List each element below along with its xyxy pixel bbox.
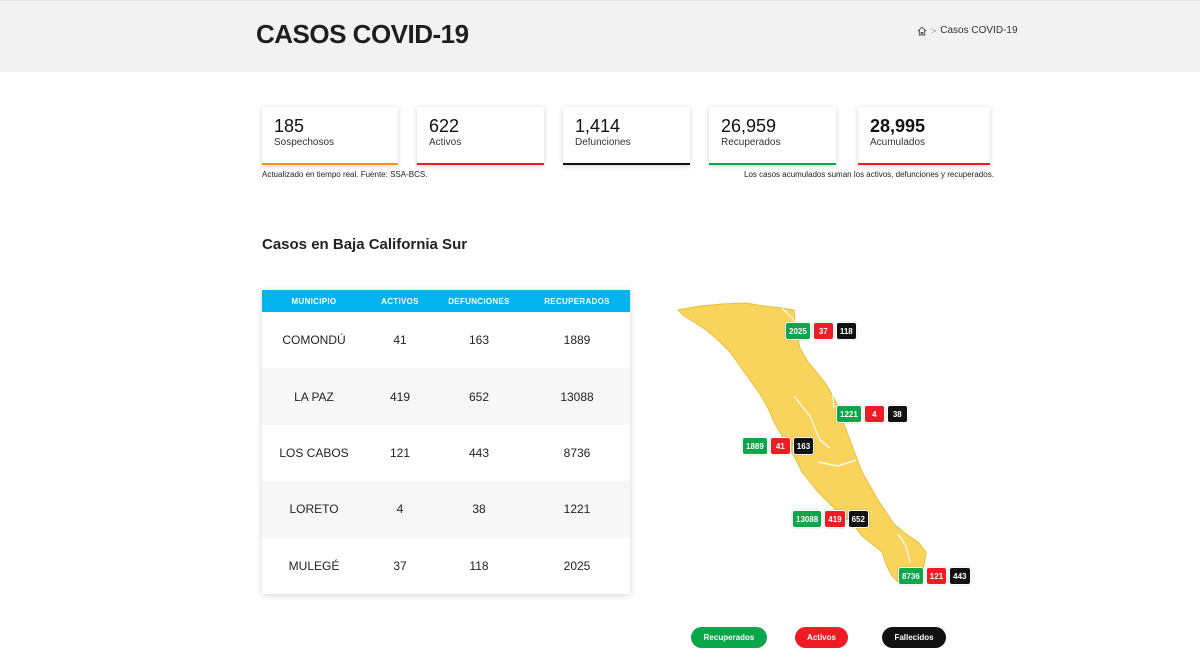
legend-recuperados: Recuperados (691, 627, 767, 648)
cell-municipio: LOS CABOS (279, 445, 349, 460)
table-row: COMONDÚ 41 163 1889 (262, 312, 630, 368)
badge-mulege: 2025 37 118 (785, 322, 857, 340)
activos-chip: 4 (863, 405, 885, 423)
fallecidos-chip: 652 (847, 510, 869, 528)
cell-defunciones: 38 (434, 481, 524, 538)
cell-recuperados: 2025 (563, 558, 591, 573)
stat-label: Recuperados (721, 137, 781, 148)
recuperados-chip: 2025 (785, 322, 811, 340)
fallecidos-chip: 118 (835, 322, 857, 340)
cell-activos: 4 (366, 481, 434, 538)
cell-defunciones: 652 (434, 368, 524, 425)
column-header-recuperados: RECUPERADOS (524, 290, 630, 312)
breadcrumb-separator: > (931, 25, 937, 36)
cell-activos: 37 (393, 558, 407, 573)
accumulated-note: Los casos acumulados suman los activos, … (744, 170, 994, 179)
stat-value: 622 (429, 116, 460, 136)
home-icon[interactable] (917, 26, 927, 36)
stat-label: Activos (429, 137, 462, 148)
column-header-defunciones: DEFUNCIONES (434, 290, 524, 312)
cell-activos: 41 (393, 333, 407, 348)
table-header-row: MUNICIPIO ACTIVOS DEFUNCIONES RECUPERADO… (262, 290, 630, 312)
cell-defunciones: 163 (468, 333, 490, 348)
municipal-border (781, 307, 821, 373)
source-note: Actualizado en tiempo real. Fuente: SSA-… (262, 170, 428, 179)
page-header: CASOS COVID-19 > Casos COVID-19 (0, 0, 1200, 72)
stat-value: 185 (274, 116, 305, 136)
cell-municipio: COMONDÚ (282, 333, 346, 348)
badge-loreto: 1221 4 38 (836, 405, 908, 423)
stat-label: Acumulados (870, 137, 926, 148)
stat-color-bar (709, 163, 836, 165)
stat-value: 26,959 (721, 116, 777, 136)
fallecidos-chip: 38 (886, 405, 908, 423)
stat-color-bar (563, 163, 690, 165)
cell-recuperados: 13088 (524, 368, 630, 425)
badge-la-paz: 13088 419 652 (792, 510, 869, 528)
table-row: LORETO 4 38 1221 (262, 481, 630, 538)
stat-value: 1,414 (575, 116, 621, 136)
recuperados-chip: 13088 (792, 510, 823, 528)
recuperados-chip: 8736 (898, 567, 924, 585)
cell-recuperados: 1221 (524, 481, 630, 538)
fallecidos-chip: 443 (949, 567, 971, 585)
cell-municipio: LORETO (262, 481, 366, 538)
stat-label: Sospechosos (274, 137, 335, 148)
cell-recuperados: 8736 (563, 445, 591, 460)
column-header-municipio: MUNICIPIO (262, 290, 366, 312)
municipal-border (897, 533, 911, 563)
legend-activos: Activos (795, 627, 848, 648)
municipal-border (817, 459, 857, 467)
stat-card-defunciones: 1,414 Defunciones (563, 107, 690, 165)
cell-defunciones: 118 (469, 558, 489, 573)
cell-activos: 121 (389, 445, 411, 460)
bcs-map: 2025 37 118 1221 4 38 1889 41 163 13088 … (660, 290, 1000, 600)
recuperados-chip: 1221 (836, 405, 862, 423)
stat-card-recuperados: 26,959 Recuperados (709, 107, 836, 165)
cell-municipio: MULEGÉ (288, 558, 340, 573)
fallecidos-chip: 163 (792, 437, 815, 455)
cell-defunciones: 443 (468, 445, 490, 460)
activos-chip: 37 (812, 322, 834, 340)
stat-label: Defunciones (575, 137, 631, 148)
table-row: LOS CABOS 121 443 8736 (262, 425, 630, 481)
municipal-border (819, 371, 835, 409)
column-header-activos: ACTIVOS (366, 290, 434, 312)
section-title: Casos en Baja California Sur (262, 236, 468, 253)
stat-color-bar (858, 163, 990, 165)
stat-card-sospechosos: 185 Sospechosos (262, 107, 398, 165)
stat-color-bar (417, 163, 544, 165)
table-row: LA PAZ 419 652 13088 (262, 368, 630, 425)
stat-value: 28,995 (870, 116, 926, 136)
activos-chip: 121 (925, 567, 948, 585)
table-row: MULEGÉ 37 118 2025 (262, 538, 630, 594)
recuperados-chip: 1889 (742, 437, 768, 455)
badge-comondu: 1889 41 163 (742, 437, 815, 455)
stat-color-bar (262, 163, 398, 165)
breadcrumb-current: Casos COVID-19 (940, 25, 1018, 36)
cases-table: MUNICIPIO ACTIVOS DEFUNCIONES RECUPERADO… (262, 290, 630, 594)
stat-card-acumulados: 28,995 Acumulados (858, 107, 990, 165)
municipal-border (793, 395, 831, 449)
legend-fallecidos: Fallecidos (882, 627, 946, 648)
cell-activos: 419 (366, 368, 434, 425)
cell-municipio: LA PAZ (262, 368, 366, 425)
stat-card-activos: 622 Activos (417, 107, 544, 165)
page-title: CASOS COVID-19 (256, 19, 469, 49)
badge-los-cabos: 8736 121 443 (898, 567, 971, 585)
activos-chip: 419 (824, 510, 846, 528)
breadcrumb: > Casos COVID-19 (917, 25, 1018, 36)
cell-recuperados: 1889 (563, 333, 591, 348)
activos-chip: 41 (769, 437, 791, 455)
